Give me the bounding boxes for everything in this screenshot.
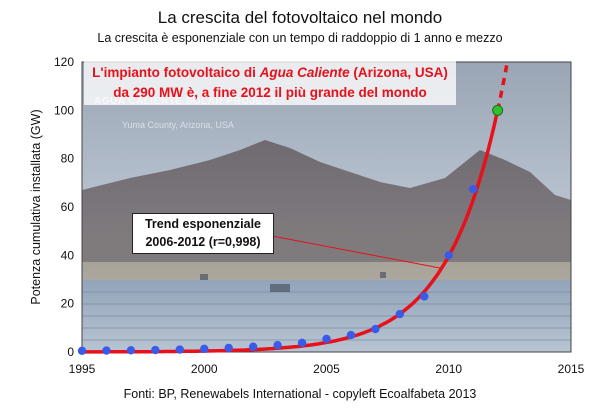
data-point [175,345,184,354]
data-point [420,292,429,301]
data-point [297,338,307,348]
x-tick-label: 1995 [69,362,96,376]
plant-annotation-part3: (Arizona, USA) [349,65,448,80]
plant-annotation: L'impianto fotovoltaico di Agua Caliente… [84,61,456,105]
y-tick-label: 120 [54,55,74,69]
trend-pointer-line [271,235,441,269]
plant-annotation-part1: L'impianto fotovoltaico di [92,65,260,80]
plant-annotation-name: Agua Caliente [259,65,350,80]
data-point [224,343,233,353]
data-point [151,345,160,355]
y-tick-label: 0 [67,345,74,359]
y-tick-label: 20 [61,297,75,311]
data-point [346,330,356,340]
data-point [102,346,111,355]
data-point [126,346,136,355]
plant-annotation-line2: da 290 MW è, a fine 2012 il più grande d… [113,85,427,100]
data-point [371,324,380,334]
trend-annotation-box: Trend esponenziale 2006-2012 (r=0,998) [132,213,274,254]
y-tick-label: 40 [61,248,75,262]
y-axis: 0 20 40 60 80 100 120 [54,55,74,359]
data-point [395,309,405,319]
photo-caption-location: Yuma County, Arizona, USA [122,120,234,130]
data-point [322,334,331,344]
trend-annotation-line1: Trend esponenziale [144,217,261,231]
y-tick-label: 60 [61,200,75,214]
trend-annotation-line2: 2006-2012 (r=0,998) [145,235,261,249]
data-point [200,344,209,354]
data-point [273,341,282,350]
y-axis-label: Potenza cumulativa installata (GW) [29,109,43,304]
chart-title: La crescita del fotovoltaico nel mondo [157,8,443,27]
background-photo: AGUA CALIENTE SOLAR PROJECT Yuma County,… [82,62,571,352]
data-point [77,346,87,355]
highlight-data-point [492,104,504,116]
trend-extension-line [495,59,510,112]
x-tick-label: 2000 [191,362,218,376]
data-point [444,251,453,260]
chart-subtitle: La crescita è esponenziale con un tempo … [97,31,503,45]
x-tick-label: 2010 [435,362,462,376]
x-tick-label: 2015 [558,362,585,376]
x-tick-label: 2005 [313,362,340,376]
y-tick-label: 80 [61,152,75,166]
trend-layer [82,59,510,354]
x-axis: 1995 2000 2005 2010 2015 [69,362,585,376]
source-note: Fonti: BP, Renewabels International - co… [124,387,477,401]
data-point [469,184,478,194]
y-tick-label: 100 [54,103,74,117]
trend-line [82,109,500,354]
data-point [248,342,258,351]
points-layer [77,104,504,355]
